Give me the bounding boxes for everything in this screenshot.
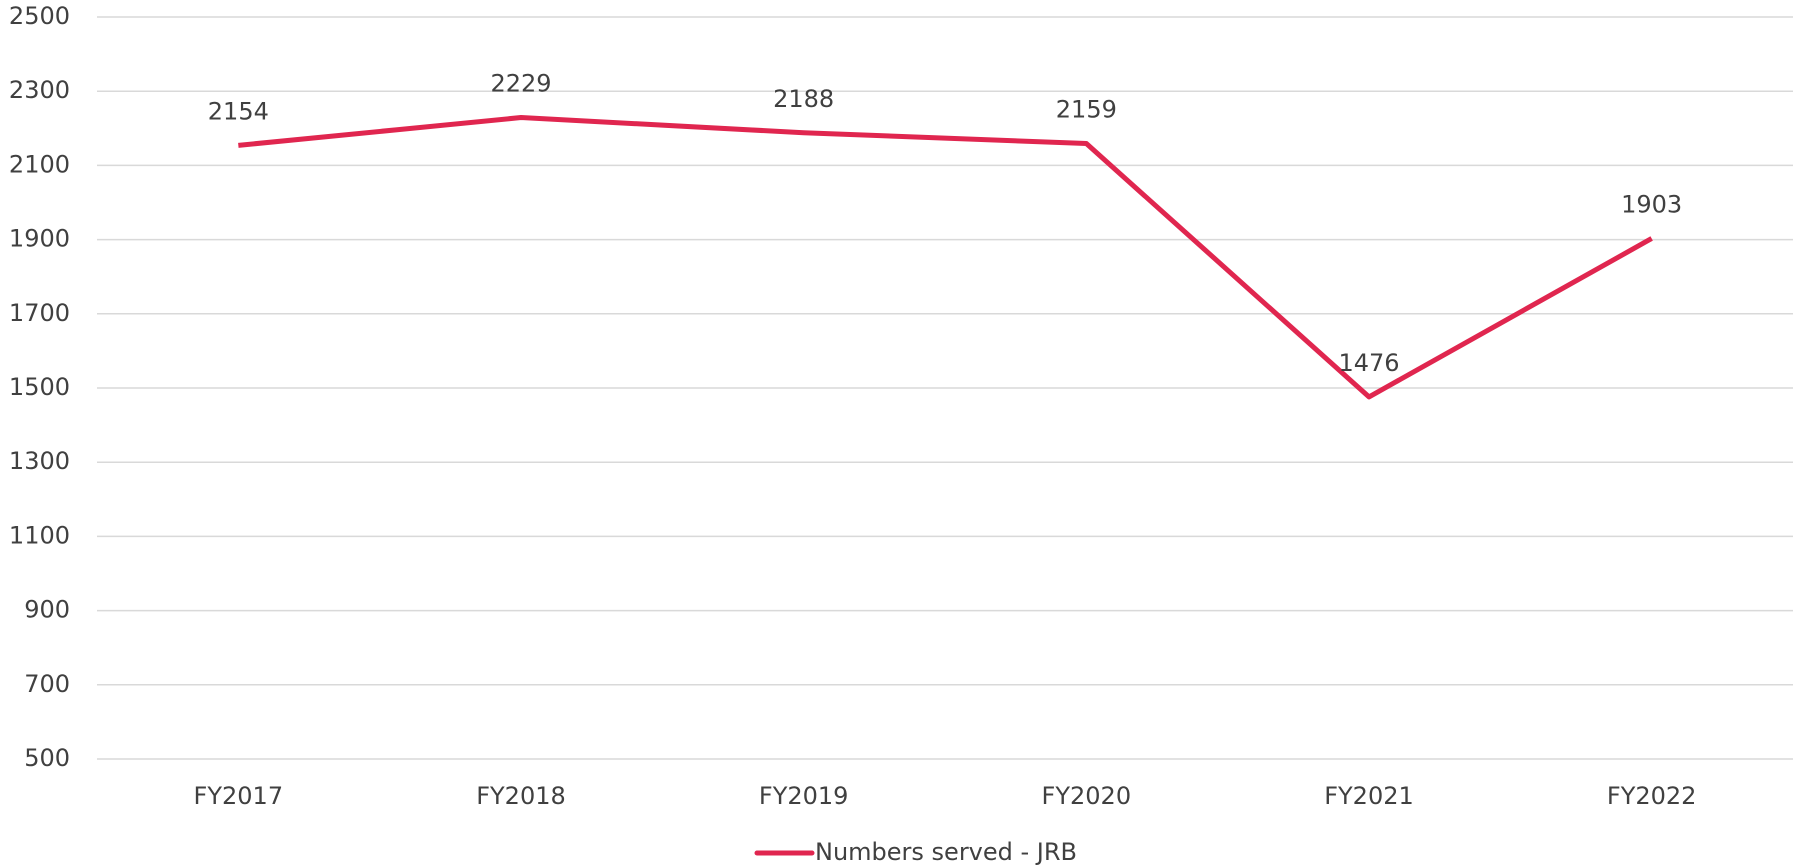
x-tick-label: FY2019 [759,782,849,810]
y-tick-label: 2500 [9,2,70,30]
legend-label: Numbers served - JRB [815,838,1077,866]
x-tick-label: FY2020 [1042,782,1132,810]
data-label: 1476 [1338,349,1399,377]
y-tick-label: 1500 [9,373,70,401]
y-tick-label: 700 [24,670,70,698]
data-label: 2159 [1056,96,1117,124]
x-tick-label: FY2021 [1324,782,1414,810]
data-label: 2154 [208,97,269,125]
y-tick-label: 2300 [9,76,70,104]
data-label: 2229 [490,70,551,98]
data-label: 1903 [1621,190,1682,218]
x-tick-label: FY2018 [476,782,566,810]
y-tick-label: 2100 [9,150,70,178]
y-tick-label: 900 [24,596,70,624]
data-label: 2188 [773,85,834,113]
y-tick-label: 500 [24,744,70,772]
y-tick-label: 1100 [9,521,70,549]
y-tick-label: 1700 [9,299,70,327]
x-tick-label: FY2022 [1607,782,1697,810]
y-tick-label: 1300 [9,447,70,475]
x-tick-label: FY2017 [194,782,284,810]
y-tick-label: 1900 [9,225,70,253]
line-series [238,115,1653,400]
